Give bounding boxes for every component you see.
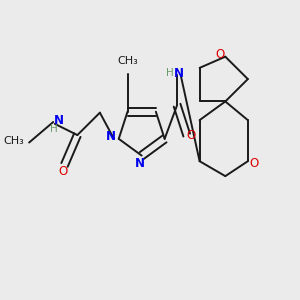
Text: CH₃: CH₃ <box>117 56 138 66</box>
Text: O: O <box>58 165 68 178</box>
Text: CH₃: CH₃ <box>4 136 24 146</box>
Text: O: O <box>249 157 258 169</box>
Text: H: H <box>166 68 174 79</box>
Text: N: N <box>106 130 116 143</box>
Text: N: N <box>54 114 64 128</box>
Text: N: N <box>135 157 145 170</box>
Text: O: O <box>215 48 224 61</box>
Text: O: O <box>186 129 195 142</box>
Text: H: H <box>50 124 58 134</box>
Text: N: N <box>174 67 184 80</box>
